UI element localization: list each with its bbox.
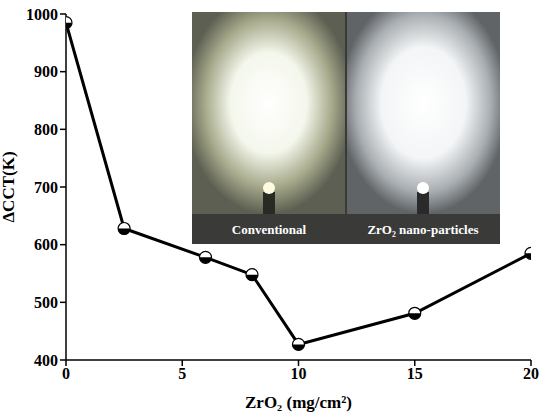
svg-text:0: 0	[62, 365, 70, 382]
svg-text:5: 5	[178, 365, 186, 382]
svg-text:20: 20	[523, 365, 539, 382]
svg-text:800: 800	[34, 121, 58, 138]
svg-text:ΔCCT(K): ΔCCT(K)	[0, 151, 18, 222]
svg-text:400: 400	[34, 352, 58, 369]
svg-text:500: 500	[34, 294, 58, 311]
svg-text:15: 15	[407, 365, 423, 382]
svg-text:10: 10	[291, 365, 307, 382]
svg-text:600: 600	[34, 236, 58, 253]
svg-text:ZrO₂ nano-particles: ZrO₂ nano-particles	[367, 222, 478, 237]
svg-text:700: 700	[34, 179, 58, 196]
svg-text:ZrO₂ (mg/cm²): ZrO₂ (mg/cm²)	[245, 393, 352, 412]
svg-text:Conventional: Conventional	[232, 222, 307, 237]
svg-text:1000: 1000	[26, 6, 58, 23]
svg-text:900: 900	[34, 63, 58, 80]
